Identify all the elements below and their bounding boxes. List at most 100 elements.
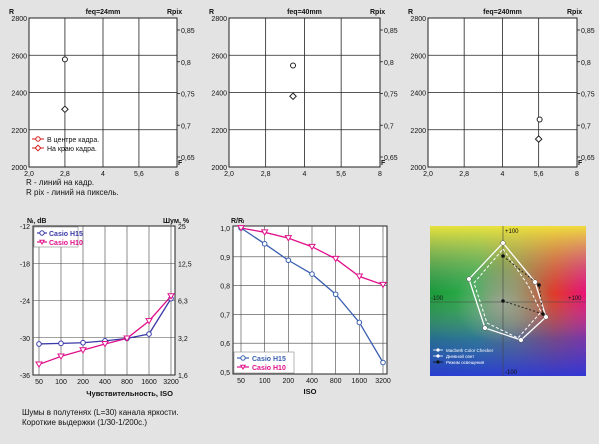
x-tick-label: 100 bbox=[259, 378, 271, 385]
macbeth-point bbox=[532, 279, 538, 285]
x-axis-label: F bbox=[578, 160, 583, 167]
y2-tick-label: 0,85 bbox=[384, 28, 398, 35]
gamut-legend-marker bbox=[436, 354, 440, 358]
y-tick-label: -30 bbox=[20, 336, 30, 343]
x-tick-label: 2,0 bbox=[24, 171, 34, 178]
data-point bbox=[145, 318, 153, 325]
x-axis-label: F bbox=[178, 160, 183, 167]
y-tick-label: 2400 bbox=[11, 91, 27, 98]
x-tick-label: 2,8 bbox=[459, 171, 469, 178]
y-tick-label: -36 bbox=[20, 373, 30, 380]
y-axis-label: R/Rₗ bbox=[231, 218, 244, 225]
y-tick-label: -24 bbox=[20, 299, 30, 306]
y2-tick-label: 0,65 bbox=[384, 155, 398, 162]
y2-tick-label: 0,75 bbox=[181, 92, 195, 99]
data-point bbox=[79, 347, 87, 354]
x-axis-label: F bbox=[381, 160, 386, 167]
gamut-legend-marker bbox=[436, 348, 440, 352]
data-point bbox=[285, 257, 292, 264]
chart-title: feq=40mm bbox=[287, 9, 322, 16]
y2-axis-label: Шум, % bbox=[163, 218, 190, 225]
x-tick-label: 100 bbox=[55, 379, 67, 386]
y-tick-label: -18 bbox=[20, 261, 30, 268]
chart-title: feq=240mm bbox=[483, 9, 522, 16]
y-tick-label: 2200 bbox=[211, 128, 227, 135]
data-point bbox=[61, 105, 69, 114]
x-tick-label: 3200 bbox=[375, 378, 391, 385]
x-tick-label: 3200 bbox=[163, 379, 179, 386]
tick-left: -100 bbox=[431, 296, 444, 302]
macbeth-point bbox=[500, 240, 506, 246]
x-tick-label: 400 bbox=[99, 379, 111, 386]
y-tick-label: 2400 bbox=[410, 91, 426, 98]
gamut-legend-marker bbox=[436, 360, 440, 364]
y2-axis-label: Rpix bbox=[370, 9, 385, 16]
gamut-legend-label: Дневной свет bbox=[446, 353, 474, 359]
y-tick-label: 0,6 bbox=[220, 341, 230, 348]
y2-tick-label: 0,7 bbox=[384, 123, 394, 130]
data-point bbox=[80, 339, 86, 346]
data-point bbox=[332, 291, 339, 298]
y-tick-label: 2000 bbox=[211, 165, 227, 172]
noise-chart: 50 100 200 400 800 1600 3200 -12 25 -18 12,5 -24 6,3… bbox=[20, 218, 192, 398]
data-point bbox=[57, 353, 65, 361]
x-tick-label: 1600 bbox=[141, 379, 157, 386]
y-tick-label: 2600 bbox=[211, 53, 227, 60]
y2-tick-label: 0,8 bbox=[581, 60, 591, 67]
data-point bbox=[356, 319, 363, 326]
legend-marker bbox=[39, 230, 45, 236]
legend-label: Casio H10 bbox=[49, 240, 83, 247]
x-tick-label: 8 bbox=[378, 171, 382, 178]
y2-tick-label: 0,7 bbox=[581, 123, 591, 130]
x-tick-label: 8 bbox=[175, 171, 179, 178]
y-tick-label: 1,0 bbox=[220, 226, 230, 233]
y-tick-label: 2200 bbox=[410, 128, 426, 135]
y-tick-label: 2800 bbox=[410, 16, 426, 23]
legend-marker bbox=[38, 239, 46, 245]
data-point bbox=[355, 273, 364, 281]
x-tick-label: 200 bbox=[77, 379, 89, 386]
y2-tick-label: 0,7 bbox=[181, 123, 191, 130]
data-point bbox=[284, 235, 293, 242]
x-tick-label: 50 bbox=[237, 378, 245, 385]
mode-point bbox=[541, 312, 545, 316]
data-point bbox=[289, 92, 297, 101]
y2-tick-label: 0,75 bbox=[384, 92, 398, 99]
y-tick-label: 2600 bbox=[11, 53, 27, 60]
data-point bbox=[379, 281, 387, 289]
daylight-outline bbox=[473, 248, 542, 339]
data-point bbox=[309, 271, 315, 277]
resolution-chart-1: 2,0 2,8 4 5,6 8 2000 2200 2400 2600 2800 0,65 0,7 0,… bbox=[9, 9, 195, 178]
data-point bbox=[380, 359, 386, 366]
x-tick-label: 4 bbox=[303, 171, 307, 178]
data-point bbox=[261, 241, 268, 247]
tick-bottom: -100 bbox=[505, 370, 518, 376]
x-axis-label: Чувствительность, ISO bbox=[86, 389, 173, 398]
y-axis-label: R bbox=[209, 9, 214, 16]
resolution-chart-2: 2,0 2,8 4 5,6 8 2000 2200 2400 2600 2800 0,65 0,7 0,… bbox=[209, 9, 398, 178]
data-point bbox=[308, 243, 316, 251]
data-point bbox=[237, 225, 245, 232]
y-tick-label: 0,5 bbox=[220, 370, 230, 377]
y2-axis-label: Rpix bbox=[567, 9, 582, 16]
x-tick-label: 5,6 bbox=[336, 171, 346, 178]
legend-label: Casio H15 bbox=[49, 231, 83, 238]
y-tick-label: 2000 bbox=[410, 165, 426, 172]
mode-point bbox=[501, 254, 505, 258]
x-tick-label: 50 bbox=[35, 379, 43, 386]
x-tick-label: 8 bbox=[575, 171, 579, 178]
legend-label: Casio H15 bbox=[252, 356, 286, 363]
legend-label: Casio H10 bbox=[252, 365, 286, 372]
note-noise: Шумы в полутенях (L=30) канала яркости. bbox=[22, 408, 179, 417]
y-tick-label: 2000 bbox=[11, 165, 27, 172]
x-tick-label: 2,0 bbox=[224, 171, 234, 178]
legend-marker bbox=[239, 364, 247, 370]
y-tick-label: 2800 bbox=[11, 16, 27, 23]
data-point bbox=[167, 293, 175, 300]
relative-resolution-chart: 50 100 200 400 800 1600 3200 1,0 0,9 0,8 0,7 0,6 0,5… bbox=[220, 218, 391, 396]
y2-axis-label: Rpix bbox=[167, 9, 182, 16]
data-point bbox=[290, 62, 297, 69]
x-tick-label: 5,6 bbox=[534, 171, 544, 178]
macbeth-point bbox=[518, 337, 524, 343]
